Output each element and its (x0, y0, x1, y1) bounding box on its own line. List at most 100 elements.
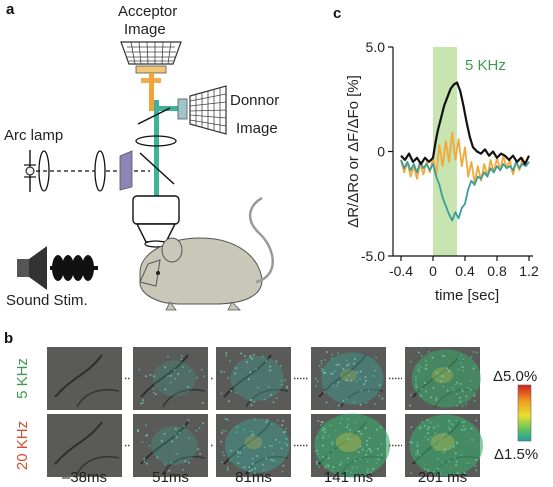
activation-speckle (316, 460, 318, 463)
activation-speckle (360, 370, 362, 373)
activation-speckle (428, 426, 430, 428)
activation-speckle (152, 388, 155, 390)
activation-speckle (433, 426, 435, 429)
activation-speckle (320, 362, 323, 365)
activation-speckle (350, 471, 352, 474)
activation-speckle (424, 367, 426, 370)
activation-speckle (146, 434, 148, 436)
panel-letter-b: b (4, 330, 13, 347)
activation-speckle (346, 364, 348, 367)
activation-speckle (138, 368, 141, 371)
activation-speckle (461, 390, 464, 392)
activation-speckle (439, 439, 441, 441)
activation-speckle (456, 404, 458, 407)
activation-speckle (153, 375, 155, 377)
row-label-20khz: 20 KHz (14, 421, 31, 470)
cortex-image-tile (133, 347, 213, 410)
activation-speckle (331, 443, 334, 445)
activation-speckle (221, 461, 223, 464)
image-grid (47, 347, 483, 478)
activation-speckle (282, 431, 285, 434)
activation-speckle (475, 469, 478, 472)
activation-speckle (470, 356, 473, 358)
activation-speckle (265, 360, 267, 362)
activation-speckle (203, 375, 205, 378)
blood-vessel (76, 388, 120, 408)
activation-speckle (429, 421, 432, 424)
time-label: 141 ms (324, 469, 373, 486)
activation-speckle (455, 441, 458, 443)
activation-speckle (164, 463, 166, 465)
activation-speckle (271, 452, 274, 455)
activation-speckle (472, 367, 475, 370)
activation-speckle (143, 460, 146, 463)
activation-speckle (280, 384, 283, 386)
activation-speckle (274, 460, 276, 462)
cortex-image-tile (133, 414, 213, 477)
activation-speckle (175, 434, 177, 436)
activation-speckle (420, 394, 422, 397)
activation-speckle (415, 383, 417, 385)
activation-speckle (325, 401, 328, 404)
activation-speckle (340, 461, 343, 464)
activation-speckle (329, 424, 332, 427)
dichroic-mirror-icon (137, 107, 171, 125)
activation-speckle (452, 443, 454, 446)
activation-speckle (327, 457, 330, 459)
activation-speckle (440, 380, 443, 383)
activation-speckle (461, 429, 464, 431)
activation-speckle (145, 424, 147, 427)
activation-speckle (248, 466, 251, 469)
activation-speckle (349, 438, 352, 440)
activation-speckle (257, 386, 259, 389)
activation-speckle (457, 356, 460, 359)
activation-speckle (360, 433, 363, 435)
activation-speckle (322, 429, 324, 431)
activation-speckle (365, 454, 367, 456)
activation-speckle (331, 353, 333, 356)
activation-speckle (431, 356, 434, 359)
activation-speckle (175, 428, 177, 430)
activation-speckle (315, 385, 317, 387)
activation-speckle (199, 453, 201, 455)
activation-speckle (348, 374, 350, 376)
activation-speckle (364, 380, 367, 382)
activation-speckle (285, 427, 287, 430)
colorbar (517, 384, 532, 442)
activation-peak (335, 432, 362, 452)
activation-speckle (225, 418, 227, 420)
activation-speckle (229, 450, 232, 452)
activation-speckle (410, 472, 412, 474)
condenser-lens-icon (94, 150, 106, 192)
activation-speckle (331, 357, 333, 360)
activation-peak (432, 367, 453, 384)
activation-speckle (170, 461, 173, 464)
activation-speckle (201, 368, 203, 371)
activation-speckle (237, 462, 240, 465)
activation-speckle (251, 434, 254, 436)
activation-speckle (346, 426, 348, 429)
activation-speckle (250, 469, 253, 471)
activation-speckle (471, 439, 473, 441)
activation-speckle (181, 355, 183, 357)
activation-speckle (440, 375, 442, 377)
activation-speckle (455, 419, 458, 422)
activation-speckle (145, 375, 147, 377)
activation-speckle (180, 358, 183, 361)
time-label: –38ms (62, 469, 107, 486)
activation-speckle (370, 471, 373, 473)
activation-speckle (339, 422, 341, 425)
dichroic-mirror-lower (139, 152, 175, 185)
activation-speckle (183, 425, 185, 427)
activation-speckle (250, 430, 253, 433)
activation-speckle (370, 450, 373, 453)
activation-speckle (465, 403, 467, 406)
activation-speckle (435, 399, 438, 401)
acceptor-image-label-line2: Image (124, 21, 166, 38)
activation-speckle (244, 355, 246, 357)
activation-speckle (470, 380, 472, 382)
blood-vessel (245, 388, 289, 408)
activation-speckle (377, 447, 379, 450)
activation-speckle (459, 400, 461, 403)
activation-speckle (234, 372, 236, 375)
